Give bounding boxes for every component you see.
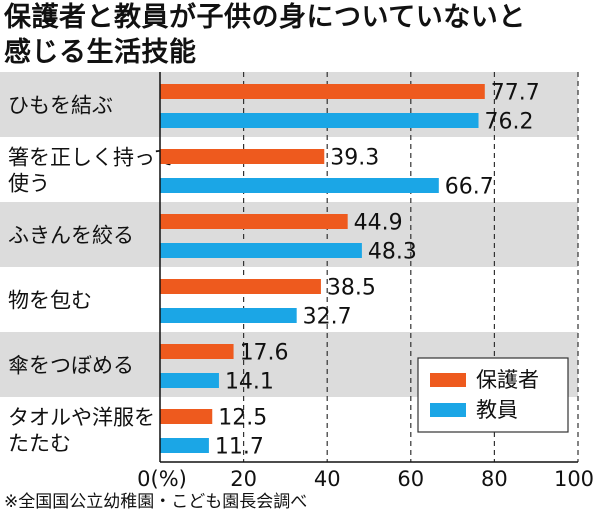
chart-title: 保護者と教員が子供の身についていないと 感じる生活技能 <box>4 0 596 70</box>
data-label: 39.3 <box>330 146 379 171</box>
source-footnote: ※全国国公立幼稚園・こども園長会調べ <box>4 492 308 512</box>
bar <box>160 113 479 128</box>
legend-box <box>417 357 569 433</box>
data-label: 38.5 <box>327 276 376 301</box>
bar <box>160 409 213 424</box>
legend-swatch <box>430 373 466 387</box>
data-label: 66.7 <box>445 175 494 200</box>
bar <box>160 243 362 258</box>
bar <box>160 84 485 99</box>
category-label: たたむ <box>8 432 71 456</box>
x-tick-label: 100 <box>554 467 594 491</box>
category-label: ひもを結ぶ <box>8 94 113 118</box>
category-label: ふきんを絞る <box>8 224 134 248</box>
x-tick-label: 80 <box>481 467 508 491</box>
x-tick-label: 40 <box>314 467 341 491</box>
category-label: 箸を正しく持って <box>8 146 175 170</box>
x-tick-label: 60 <box>397 467 424 491</box>
bar <box>160 308 297 323</box>
chart-title-line-2: 感じる生活技能 <box>4 37 197 68</box>
legend-swatch <box>430 403 466 417</box>
category-label: 傘をつぼめる <box>8 354 134 378</box>
x-tick-label: 0(%) <box>137 467 187 491</box>
category-label: 物を包む <box>8 289 92 313</box>
legend-label: 保護者 <box>476 368 539 392</box>
bar <box>160 438 209 453</box>
chart-title-line-1: 保護者と教員が子供の身についていないと <box>4 2 526 33</box>
data-label: 32.7 <box>303 305 352 330</box>
data-label: 12.5 <box>218 406 267 431</box>
bar <box>160 214 348 229</box>
bar <box>160 149 325 164</box>
x-tick-label: 20 <box>230 467 257 491</box>
legend-label: 教員 <box>476 398 518 422</box>
data-label: 48.3 <box>368 240 417 265</box>
data-label: 14.1 <box>225 370 274 395</box>
data-label: 76.2 <box>485 110 534 135</box>
bar <box>160 373 219 388</box>
data-label: 17.6 <box>240 341 289 366</box>
category-label: 使う <box>8 172 50 196</box>
bar <box>160 344 234 359</box>
category-label: タオルや洋服を <box>8 406 155 430</box>
data-label: 11.7 <box>215 435 264 460</box>
bar <box>160 178 439 193</box>
bar <box>160 279 321 294</box>
data-label: 77.7 <box>491 81 540 106</box>
data-label: 44.9 <box>354 211 403 236</box>
